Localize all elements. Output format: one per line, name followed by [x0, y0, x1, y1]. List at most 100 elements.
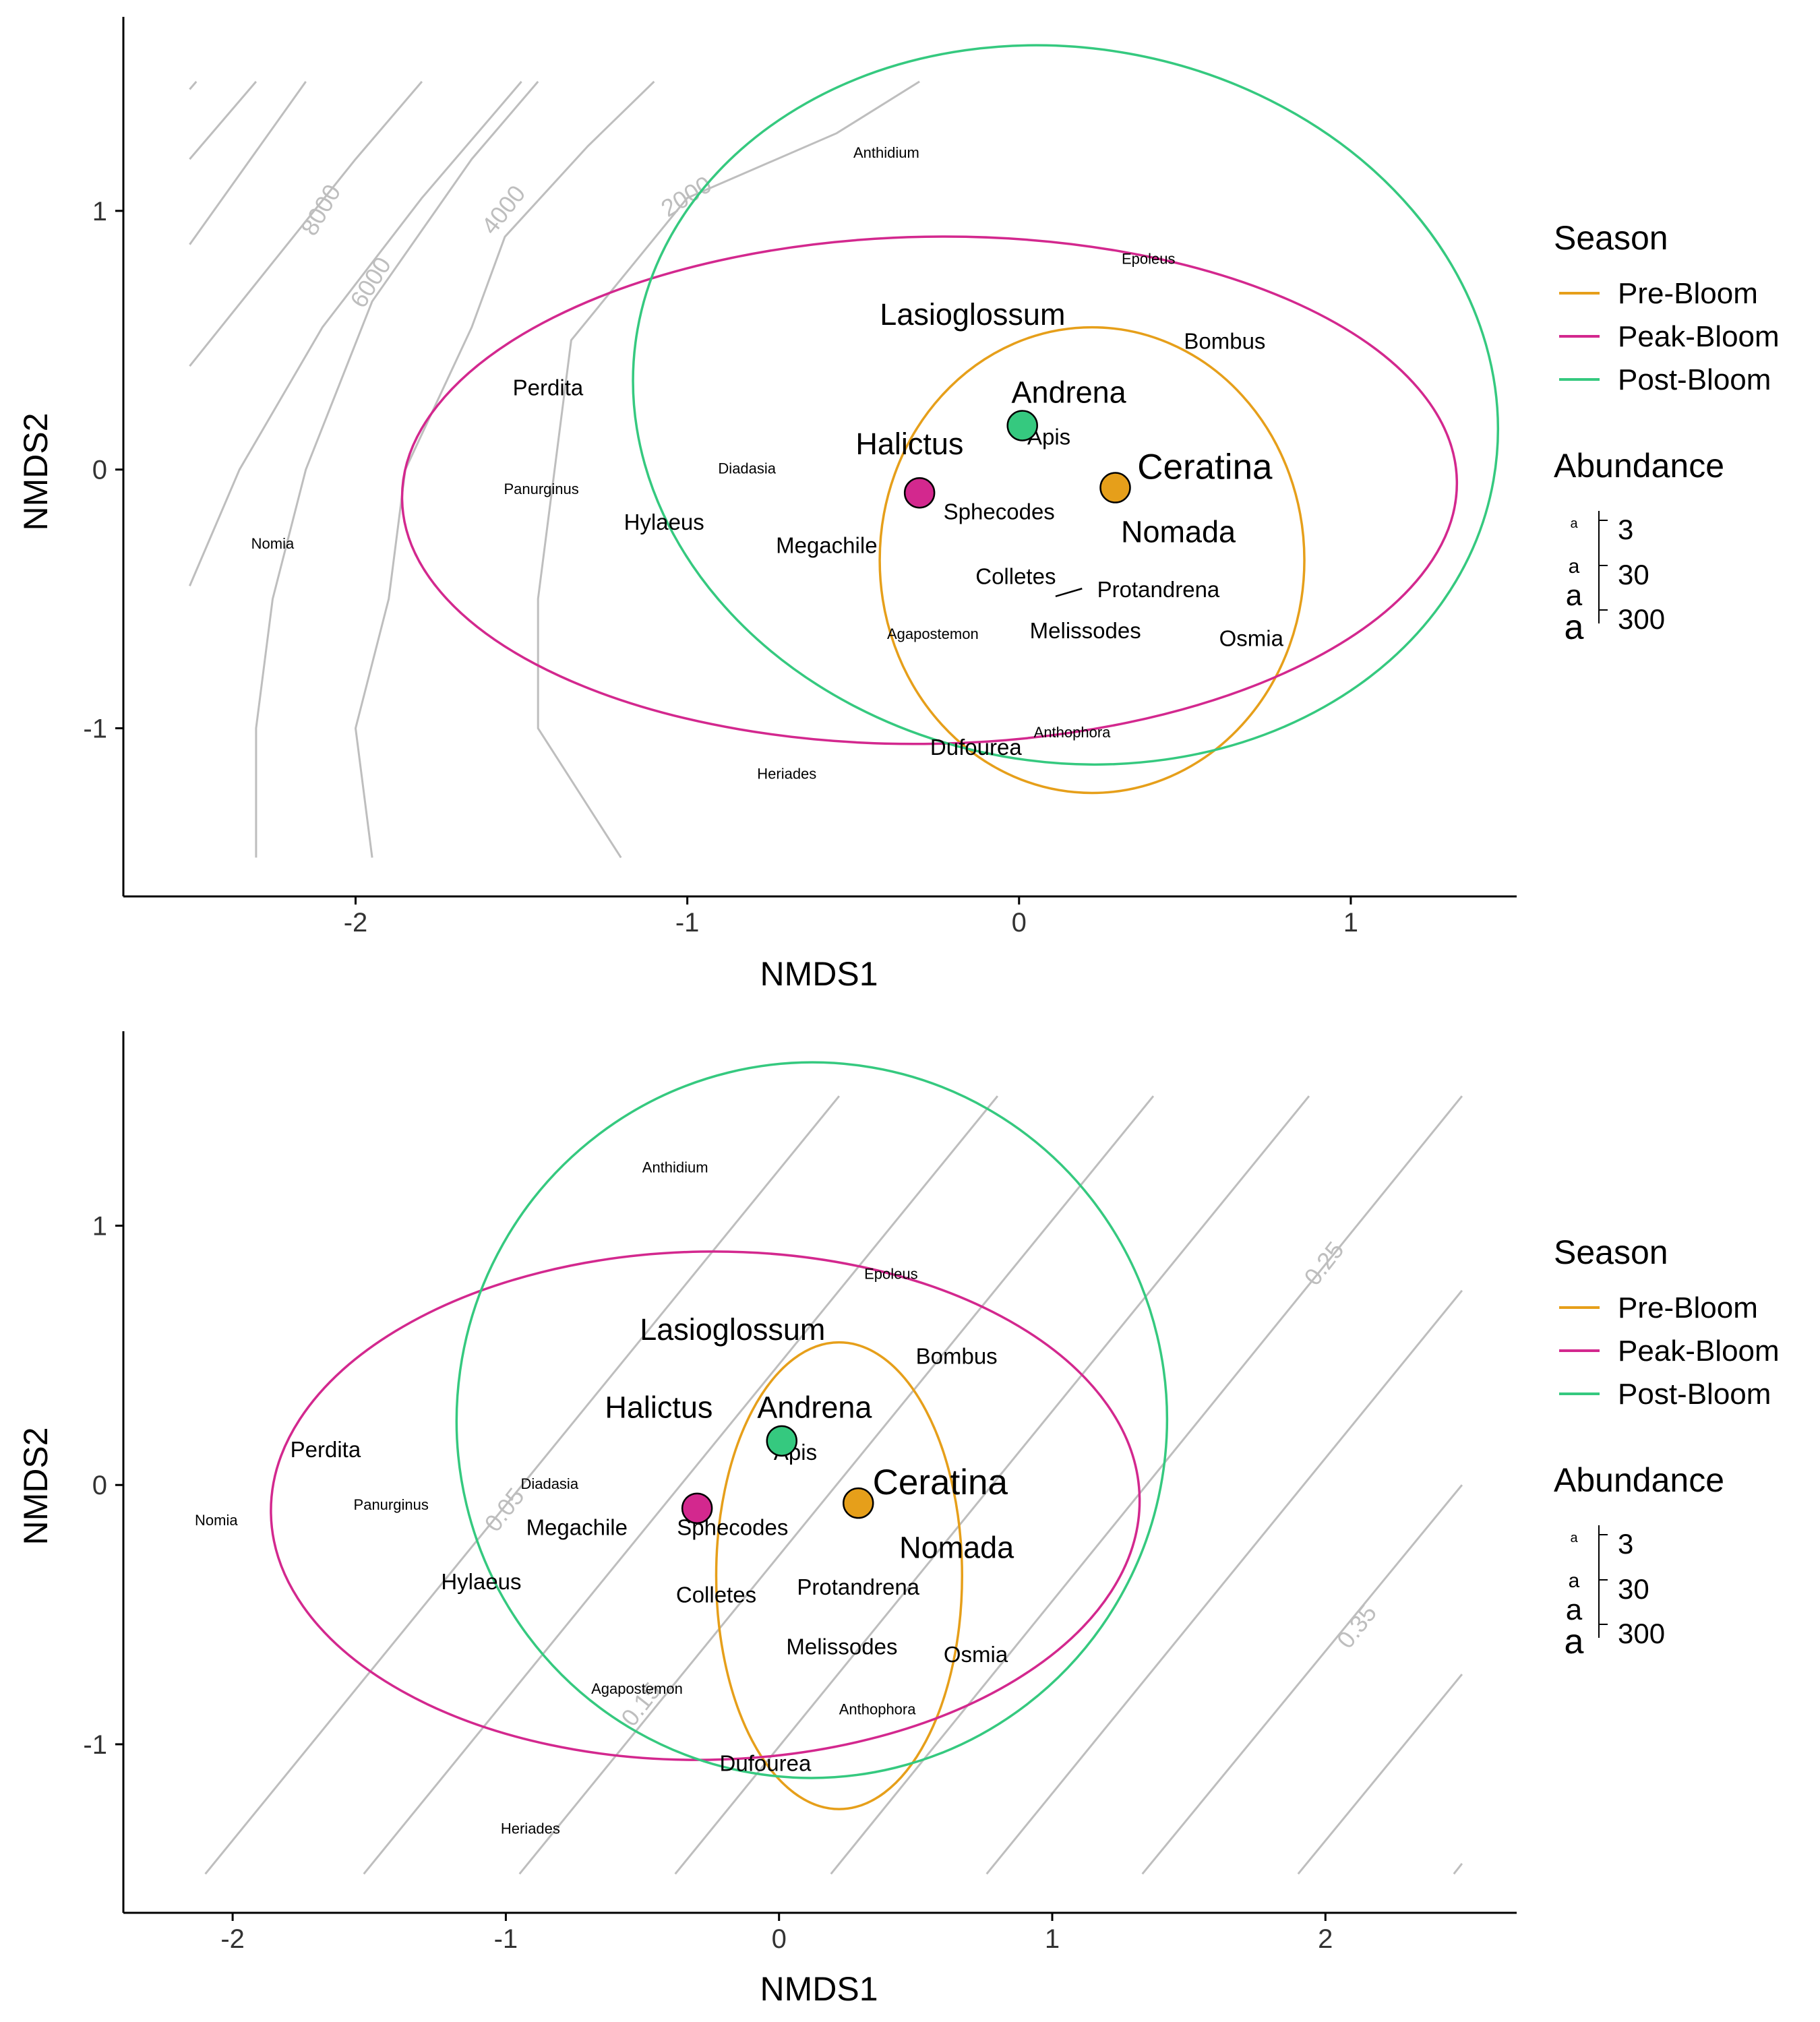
legend-season-title: Season [1554, 219, 1668, 257]
ellipse-post-bloom [455, 1061, 1169, 1779]
species-label-perdita: Perdita [291, 1437, 361, 1462]
axes: -2 -1 0 1 -1 0 1 [83, 17, 1517, 938]
x-tick-label: -2 [220, 1924, 245, 1954]
abundance-value: 3 [1618, 1528, 1633, 1560]
contour-line [189, 81, 198, 90]
ellipse-post-bloom [632, 44, 1499, 766]
species-label-osmia: Osmia [944, 1642, 1008, 1667]
abundance-size-key: a [1566, 1593, 1583, 1626]
abundance-size-key: a [1570, 516, 1578, 531]
x-tick-label: 2 [1318, 1924, 1333, 1954]
species-label-diadasia: Diadasia [718, 460, 776, 477]
species-label-nomia: Nomia [251, 535, 295, 552]
species-label-lasioglossum: Lasioglossum [640, 1312, 825, 1347]
centroid-pre-bloom [842, 1487, 874, 1519]
y-axis-title: NMDS2 [17, 1427, 55, 1545]
legend-top: Season Pre-Bloom Peak-Bloom Post-Bloom Abund… [1554, 219, 1780, 647]
species-label-hylaeus: Hylaeus [624, 510, 704, 534]
panel-top: 2000 4000 6000 8000 Lasioglossum Andrena Hali… [17, 17, 1517, 993]
species-label-epoleus: Epoleus [864, 1265, 918, 1282]
y-tick-label: 0 [92, 1471, 107, 1500]
legend-abundance-title: Abundance [1554, 447, 1724, 485]
species-label-lasioglossum: Lasioglossum [880, 297, 1065, 332]
legend-abundance-title: Abundance [1554, 1461, 1724, 1499]
species-label-sphecodes: Sphecodes [944, 499, 1055, 524]
abundance-value: 300 [1618, 603, 1665, 635]
contour-line [204, 1095, 841, 1875]
abundance-size-key: a [1569, 555, 1580, 578]
contour-line [189, 81, 257, 160]
species-label-heriades: Heriades [757, 765, 816, 782]
species-label-panurginus: Panurginus [354, 1496, 429, 1513]
abundance-size-key: a [1566, 579, 1583, 612]
leader-line [1055, 588, 1083, 597]
species-label-ceratina: Ceratina [873, 1463, 1008, 1502]
centroid-peak-bloom [903, 477, 936, 509]
y-tick-label: -1 [83, 714, 107, 744]
ellipse-peak-bloom [270, 1250, 1141, 1761]
legend-label-pre-bloom: Pre-Bloom [1618, 1291, 1758, 1324]
species-label-anthophora: Anthophora [1034, 724, 1112, 741]
x-tick-label: 1 [1343, 908, 1358, 938]
contour-line [985, 1289, 1463, 1875]
centroid-pre-bloom [1099, 472, 1131, 503]
x-axis-title: NMDS1 [760, 955, 878, 993]
contour-line [518, 1095, 1155, 1875]
species-label-panurginus: Panurginus [504, 481, 578, 497]
centroid-post-bloom [766, 1425, 798, 1457]
contour-line [189, 81, 307, 245]
species-label-protandrena: Protandrena [1097, 577, 1220, 602]
species-label-bombus: Bombus [1184, 328, 1265, 353]
legend-label-post-bloom: Post-Bloom [1618, 1378, 1771, 1411]
contour-label: 6000 [344, 252, 396, 313]
species-label-dufourea: Dufourea [720, 1750, 812, 1775]
species-label-ceratina: Ceratina [1137, 448, 1273, 487]
legend-label-pre-bloom: Pre-Bloom [1618, 277, 1758, 310]
contour-label: 4000 [476, 180, 531, 239]
species-label-megachile: Megachile [526, 1514, 628, 1539]
species-label-diadasia: Diadasia [520, 1475, 578, 1492]
legend-bottom: Season Pre-Bloom Peak-Bloom Post-Bloom Abund… [1554, 1233, 1780, 1661]
x-tick-label: -1 [494, 1924, 518, 1954]
species-label-halictus: Halictus [855, 427, 963, 461]
contour-label: 2000 [656, 171, 717, 222]
species-label-melissodes: Melissodes [786, 1634, 897, 1659]
x-tick-label: 0 [772, 1924, 787, 1954]
species-label-megachile: Megachile [776, 533, 877, 558]
ellipse-pre-bloom [715, 1341, 964, 1810]
species-label-agapostemon: Agapostemon [887, 625, 979, 642]
species-layer: Lasioglossum Andrena Halictus Ceratina Nomad… [251, 144, 1284, 782]
y-tick-label: -1 [83, 1730, 107, 1760]
species-label-colletes: Colletes [975, 564, 1056, 589]
species-label-melissodes: Melissodes [1030, 618, 1141, 643]
centroid-layer [903, 410, 1131, 509]
species-label-protandrena: Protandrena [797, 1574, 919, 1599]
y-tick-label: 1 [92, 1212, 107, 1242]
contour-line [354, 80, 655, 858]
ellipse-layer [270, 1061, 1169, 1810]
species-label-halictus: Halictus [605, 1390, 712, 1425]
x-tick-label: 0 [1012, 908, 1027, 938]
abundance-value: 300 [1618, 1618, 1665, 1649]
contour-line [1453, 1862, 1463, 1875]
species-label-colletes: Colletes [676, 1582, 756, 1607]
contour-layer: 2000 4000 6000 8000 [189, 80, 920, 859]
abundance-size-key: a [1565, 1622, 1584, 1661]
legend-label-peak-bloom: Peak-Bloom [1618, 1335, 1780, 1368]
species-label-anthidium: Anthidium [642, 1159, 708, 1176]
abundance-value: 30 [1618, 1573, 1649, 1605]
legend-label-peak-bloom: Peak-Bloom [1618, 320, 1780, 353]
abundance-value: 3 [1618, 514, 1633, 545]
y-tick-label: 0 [92, 456, 107, 485]
contour-label: 8000 [295, 179, 346, 240]
species-label-anthidium: Anthidium [853, 144, 919, 161]
species-label-osmia: Osmia [1219, 626, 1284, 651]
x-tick-label: 1 [1045, 1924, 1060, 1954]
x-axis-title: NMDS1 [760, 1970, 878, 2008]
species-label-andrena: Andrena [757, 1390, 872, 1425]
contour-line [830, 1095, 1463, 1875]
contour-line [674, 1095, 1310, 1875]
abundance-size-key: a [1565, 608, 1584, 647]
contour-line [1141, 1484, 1463, 1875]
species-label-nomada: Nomada [1121, 515, 1236, 549]
